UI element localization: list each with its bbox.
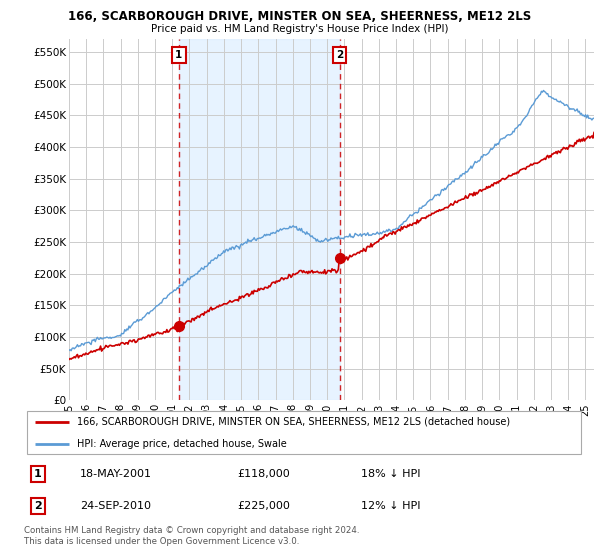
- Text: HPI: Average price, detached house, Swale: HPI: Average price, detached house, Swal…: [77, 438, 287, 449]
- Text: 18-MAY-2001: 18-MAY-2001: [80, 469, 152, 479]
- FancyBboxPatch shape: [27, 410, 581, 455]
- Text: 1: 1: [34, 469, 42, 479]
- Text: 2: 2: [34, 501, 42, 511]
- Text: 166, SCARBOROUGH DRIVE, MINSTER ON SEA, SHEERNESS, ME12 2LS: 166, SCARBOROUGH DRIVE, MINSTER ON SEA, …: [68, 10, 532, 23]
- Text: Price paid vs. HM Land Registry's House Price Index (HPI): Price paid vs. HM Land Registry's House …: [151, 24, 449, 34]
- Bar: [179, 39, 340, 400]
- Text: 18% ↓ HPI: 18% ↓ HPI: [361, 469, 420, 479]
- Text: 24-SEP-2010: 24-SEP-2010: [80, 501, 151, 511]
- Text: 1: 1: [175, 50, 182, 60]
- Text: £118,000: £118,000: [237, 469, 290, 479]
- Text: 166, SCARBOROUGH DRIVE, MINSTER ON SEA, SHEERNESS, ME12 2LS (detached house): 166, SCARBOROUGH DRIVE, MINSTER ON SEA, …: [77, 417, 511, 427]
- Text: Contains HM Land Registry data © Crown copyright and database right 2024.
This d: Contains HM Land Registry data © Crown c…: [24, 526, 359, 546]
- Text: 2: 2: [336, 50, 343, 60]
- Text: 12% ↓ HPI: 12% ↓ HPI: [361, 501, 420, 511]
- Text: £225,000: £225,000: [237, 501, 290, 511]
